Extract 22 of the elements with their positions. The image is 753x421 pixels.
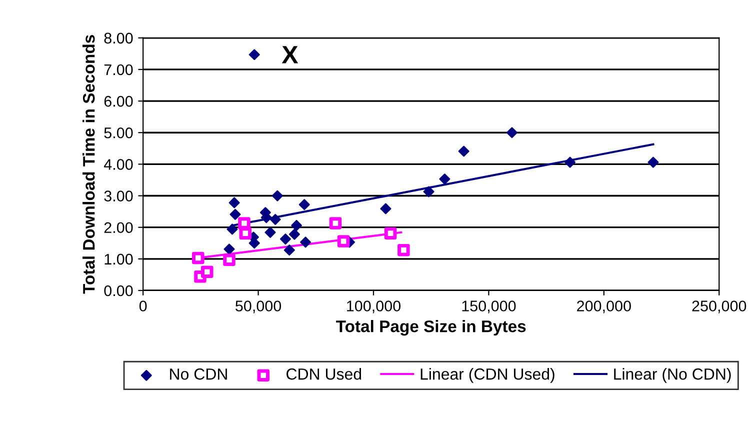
x-tick-label: 200,000 [577, 300, 631, 314]
y-tick-label: 6.00 [104, 96, 133, 107]
x-tick-label: 50,000 [236, 300, 282, 314]
y-tick-label: 8.00 [104, 32, 133, 44]
y-tick-label: 3.00 [104, 190, 133, 202]
legend-label: CDN Used [286, 368, 362, 380]
x-tick-label: 250,000 [692, 300, 746, 314]
legend-label: Linear (CDN Used) [420, 368, 554, 383]
y-axis-title: Total Download Time in Seconds [82, 35, 95, 294]
y-tick-label: 2.00 [104, 222, 133, 234]
annotation: X [282, 46, 298, 64]
x-tick-label: 0 [139, 300, 147, 312]
y-tick-label: 0.00 [104, 285, 133, 296]
x-tick-label: 150,000 [462, 300, 516, 314]
y-tick-label: 4.00 [104, 159, 133, 170]
y-tick-label: 5.00 [104, 127, 133, 138]
y-tick-label: 1.00 [104, 254, 133, 265]
x-tick-label: 100,000 [347, 300, 401, 314]
legend-label: Linear (No CDN) [614, 368, 731, 383]
legend-label: No CDN [170, 368, 227, 380]
y-tick-label: 7.00 [104, 64, 133, 76]
x-axis-title: Total Page Size in Bytes [336, 320, 526, 336]
